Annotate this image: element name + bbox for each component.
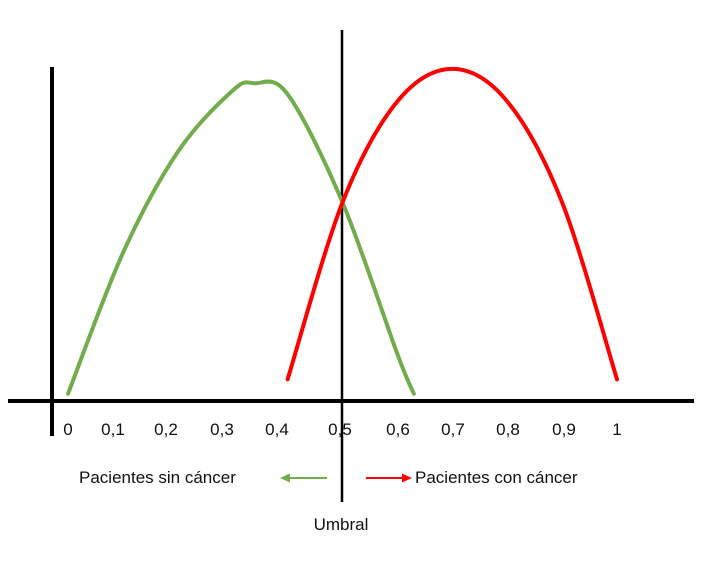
x-tick-label: 0,6 <box>386 420 410 439</box>
x-tick-label: 0,8 <box>496 420 520 439</box>
healthy-patients-curve <box>66 79 416 396</box>
legend-cancer-label: Pacientes con cáncer <box>415 468 578 487</box>
x-tick-label: 0,2 <box>154 420 178 439</box>
x-tick-label: 0,5 <box>328 420 352 439</box>
legend-cancer-arrowhead <box>402 473 412 483</box>
x-tick-label: 0 <box>63 420 72 439</box>
x-tick-label: 0,1 <box>101 420 125 439</box>
cancer-patients-curve <box>285 66 619 382</box>
x-tick-label: 1 <box>612 420 621 439</box>
threshold-label: Umbral <box>314 515 369 534</box>
legend-healthy-label: Pacientes sin cáncer <box>79 468 236 487</box>
legend-healthy-arrowhead <box>280 473 290 483</box>
x-tick-labels: 0 0,1 0,2 0,3 0,4 0,5 0,6 0,7 0,8 0,9 1 <box>63 420 621 439</box>
x-tick-label: 0,4 <box>265 420 289 439</box>
x-tick-label: 0,3 <box>210 420 234 439</box>
x-tick-label: 0,9 <box>552 420 576 439</box>
x-tick-label: 0,7 <box>441 420 465 439</box>
